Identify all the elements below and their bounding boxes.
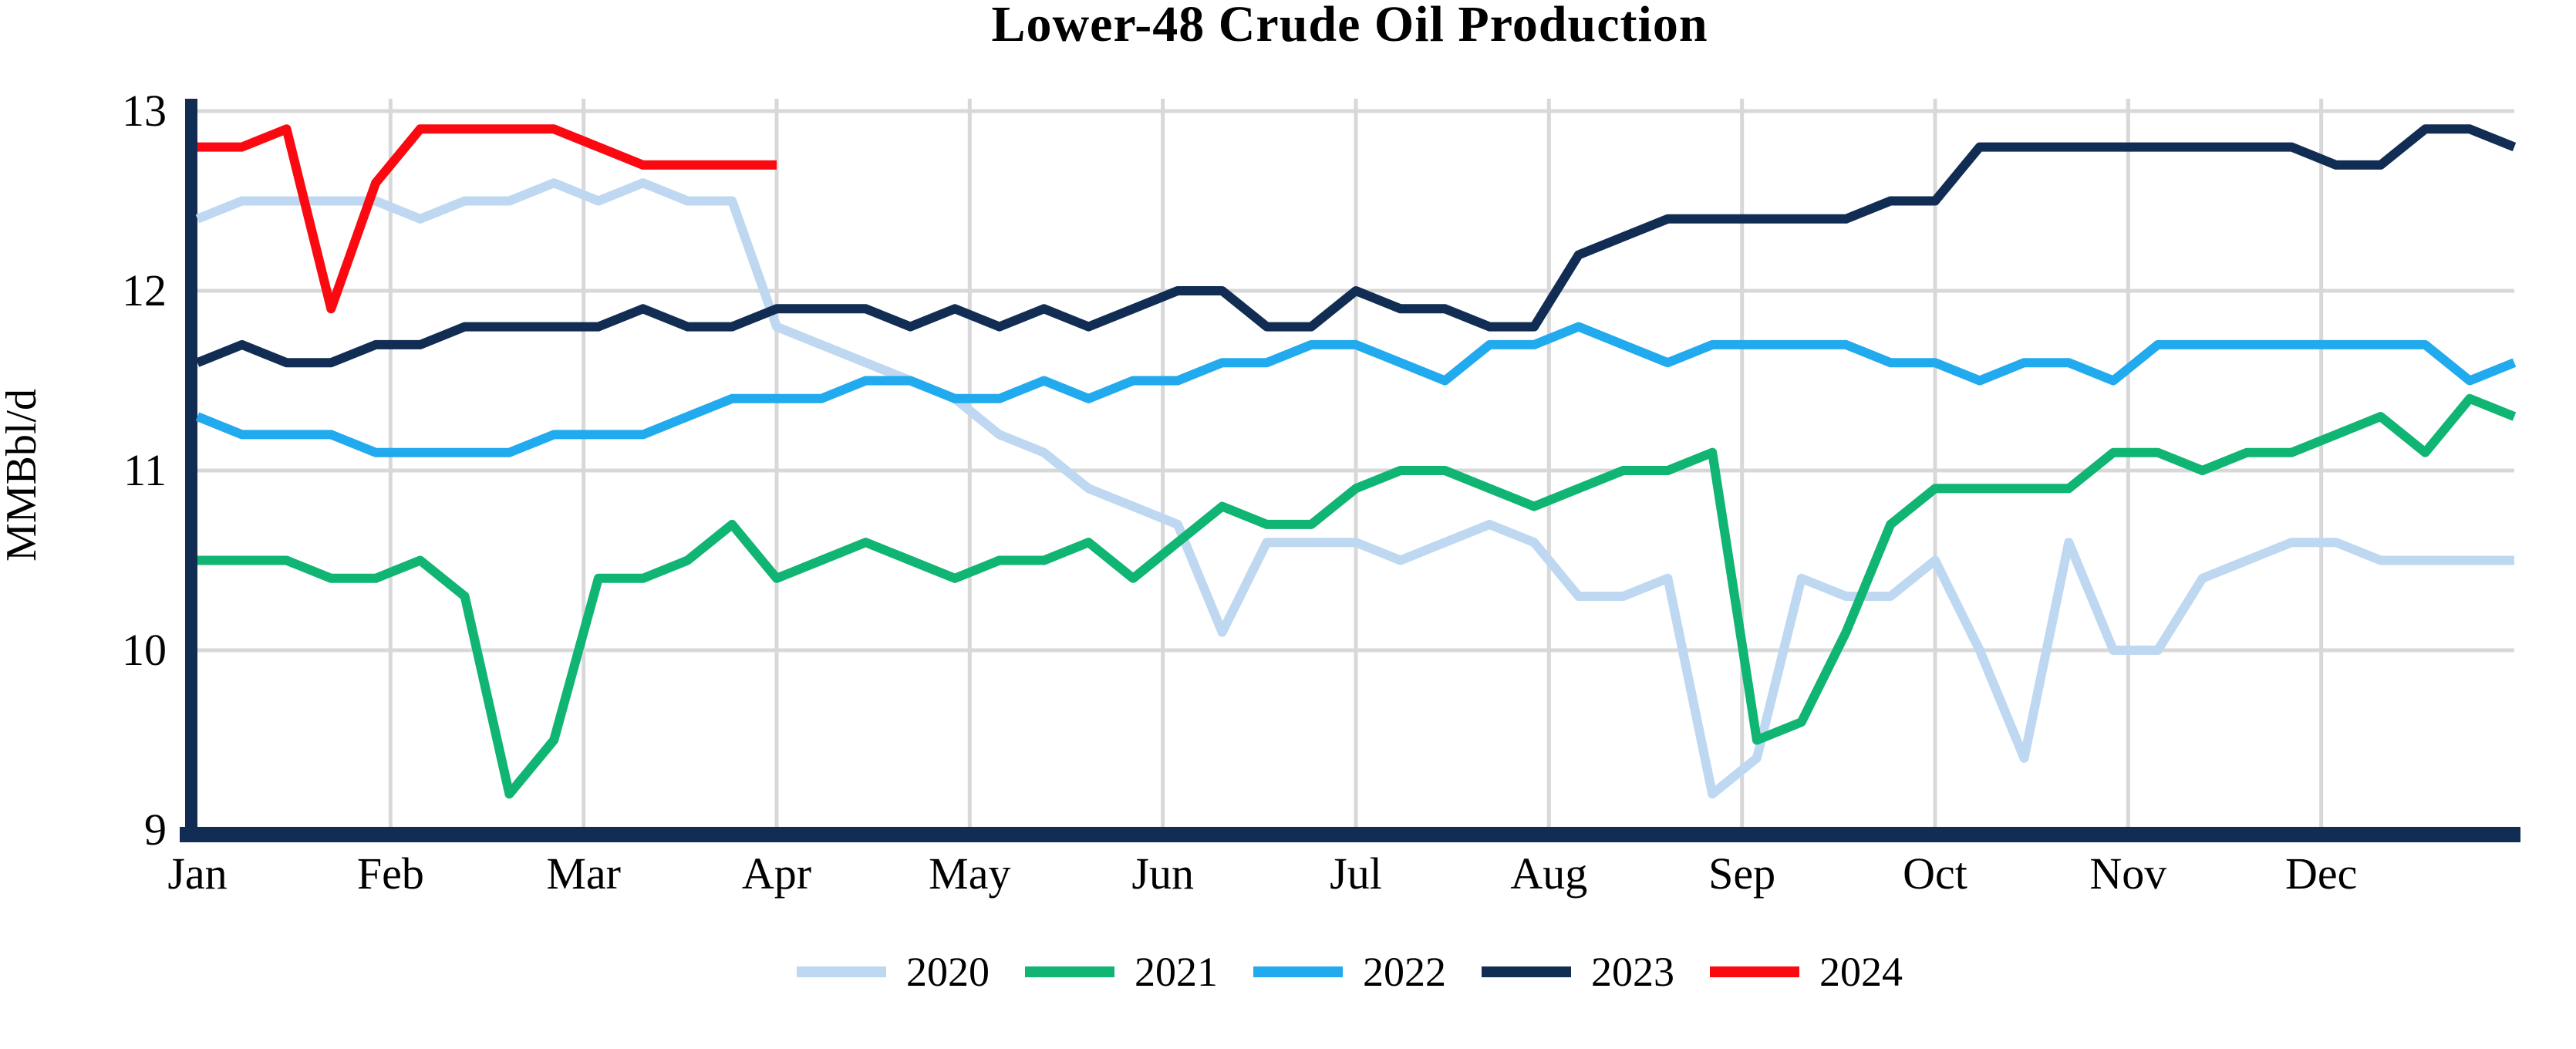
series-line-2024 bbox=[197, 124, 777, 314]
legend-swatch-2021 bbox=[1025, 966, 1114, 977]
x-tick-label: Aug bbox=[1510, 848, 1587, 899]
x-tick-label: Jan bbox=[167, 848, 227, 899]
legend-label: 2021 bbox=[1135, 949, 1218, 995]
y-tick-label: 10 bbox=[122, 625, 167, 675]
legend-label: 2023 bbox=[1591, 949, 1674, 995]
legend-swatch-2024 bbox=[1710, 966, 1799, 977]
x-tick-label: Feb bbox=[357, 848, 424, 899]
x-tick-label: Jun bbox=[1131, 848, 1194, 899]
legend-label: 2022 bbox=[1363, 949, 1446, 995]
x-tick-label: Apr bbox=[742, 848, 811, 899]
legend-label: 2024 bbox=[1819, 949, 1903, 995]
chart-title: Lower-48 Crude Oil Production bbox=[991, 0, 1708, 52]
series-line-2023 bbox=[195, 124, 2517, 368]
legend-item-2021: 2021 bbox=[1025, 943, 1218, 1001]
legend-swatch-2022 bbox=[1253, 966, 1343, 977]
legend: 2020 2021 2022 2023 2024 bbox=[185, 943, 2514, 1001]
y-tick-label: 11 bbox=[123, 445, 167, 495]
y-tick-label: 12 bbox=[122, 265, 167, 315]
y-tick-label: 13 bbox=[122, 86, 167, 136]
legend-item-2024: 2024 bbox=[1710, 943, 1903, 1001]
y-axis-spine bbox=[185, 99, 197, 842]
legend-swatch-2023 bbox=[1482, 966, 1571, 977]
x-axis-spine bbox=[180, 827, 2520, 842]
x-tick-label: May bbox=[929, 848, 1010, 899]
x-tick-label: Dec bbox=[2285, 848, 2357, 899]
legend-item-2020: 2020 bbox=[797, 943, 990, 1001]
series-line-2022 bbox=[195, 322, 2517, 457]
legend-swatch-2020 bbox=[797, 966, 886, 977]
series-line-2020 bbox=[195, 178, 2514, 799]
legend-item-2023: 2023 bbox=[1482, 943, 1674, 1001]
legend-label: 2020 bbox=[906, 949, 990, 995]
x-tick-label: Jul bbox=[1330, 848, 1382, 899]
x-tick-label: Nov bbox=[2089, 848, 2166, 899]
x-tick-label: Oct bbox=[1903, 848, 1967, 899]
y-tick-label: 9 bbox=[144, 804, 167, 855]
x-tick-label: Sep bbox=[1708, 848, 1775, 899]
x-tick-label: Mar bbox=[546, 848, 621, 899]
legend-item-2022: 2022 bbox=[1253, 943, 1446, 1001]
series-line-2021 bbox=[197, 393, 2517, 799]
